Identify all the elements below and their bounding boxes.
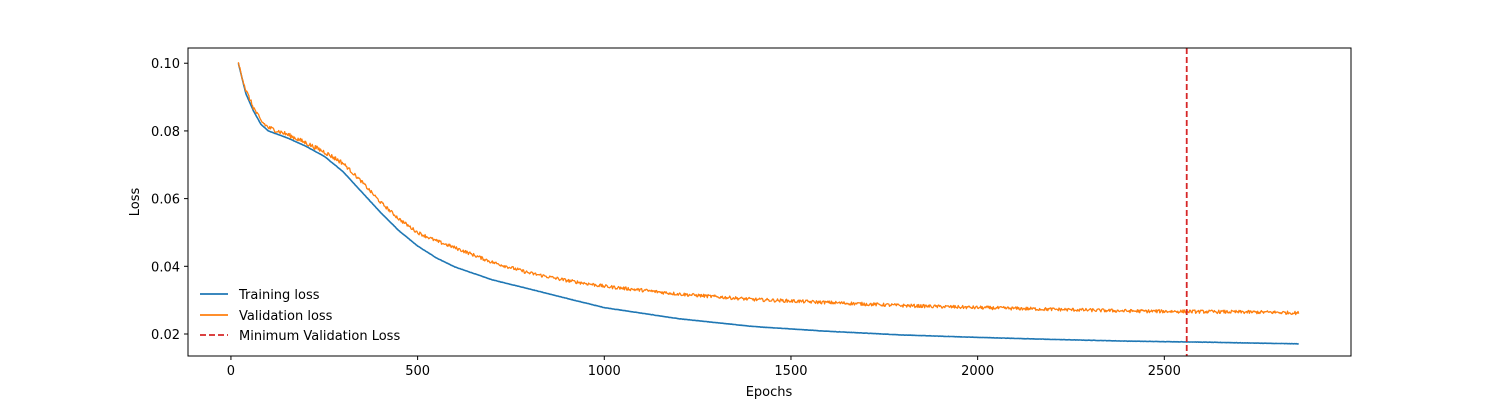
y-tick-label: 0.08	[151, 125, 180, 140]
legend: Training loss Validation loss Minimum Va…	[200, 288, 400, 344]
y-axis-title: Loss	[128, 188, 143, 217]
y-tick-label: 0.06	[151, 193, 180, 208]
plot-area	[237, 48, 1300, 356]
plot-series-group	[237, 48, 1300, 356]
y-axis-ticks: 0.02 0.04 0.06 0.08 0.10	[151, 57, 188, 343]
plot-frame	[187, 47, 1352, 357]
x-tick-label: 0	[227, 364, 235, 379]
y-tick-label: 0.04	[151, 260, 180, 275]
series-training-loss-line	[237, 63, 1299, 345]
x-axis-title: Epochs	[746, 385, 793, 400]
x-tick-label: 500	[405, 364, 430, 379]
x-tick-label: 1500	[774, 364, 807, 379]
y-tick-label: 0.02	[151, 328, 180, 343]
x-tick-label: 2000	[961, 364, 994, 379]
legend-label-training: Training loss	[238, 288, 320, 303]
x-tick-label: 2500	[1148, 364, 1181, 379]
x-axis-ticks: 0 500 1000 1500 2000 2500	[227, 356, 1181, 379]
legend-label-min-val: Minimum Validation Loss	[239, 329, 400, 344]
y-tick-label: 0.10	[151, 57, 180, 72]
series-validation-loss-line	[237, 62, 1300, 316]
x-tick-label: 1000	[588, 364, 621, 379]
legend-label-validation: Validation loss	[239, 309, 333, 324]
